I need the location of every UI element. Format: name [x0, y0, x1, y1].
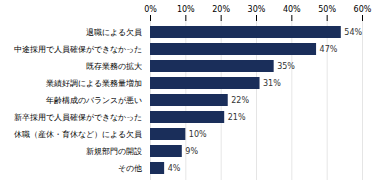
- svg-text:35%: 35%: [277, 62, 295, 71]
- svg-text:22%: 22%: [231, 96, 249, 105]
- svg-text:50%: 50%: [318, 5, 336, 14]
- svg-text:10%: 10%: [189, 130, 207, 139]
- svg-text:54%: 54%: [344, 28, 362, 37]
- svg-text:退職による欠員: 退職による欠員: [86, 28, 142, 37]
- svg-text:0%: 0%: [144, 5, 157, 14]
- svg-text:4%: 4%: [168, 164, 181, 173]
- svg-text:20%: 20%: [212, 5, 230, 14]
- svg-text:21%: 21%: [228, 113, 246, 122]
- svg-text:31%: 31%: [263, 79, 281, 88]
- svg-text:中途採用で人員確保ができなかった: 中途採用で人員確保ができなかった: [14, 45, 142, 54]
- svg-text:既存業務の拡大: 既存業務の拡大: [86, 62, 142, 71]
- svg-text:業績好調による業務量増加: 業績好調による業務量増加: [46, 79, 142, 88]
- svg-text:60%: 60%: [354, 5, 372, 14]
- svg-text:40%: 40%: [283, 5, 301, 14]
- svg-text:30%: 30%: [248, 5, 266, 14]
- svg-text:休職（産休・育休など）による欠員: 休職（産休・育休など）による欠員: [14, 130, 142, 139]
- svg-text:年齢構成のバランスが悪い: 年齢構成のバランスが悪い: [46, 96, 142, 105]
- svg-text:新規部門の開設: 新規部門の開設: [86, 147, 142, 156]
- svg-text:47%: 47%: [320, 45, 338, 54]
- svg-text:9%: 9%: [185, 147, 198, 156]
- svg-text:10%: 10%: [177, 5, 195, 14]
- svg-text:その他: その他: [118, 164, 142, 173]
- svg-text:新卒採用で人員確保ができなかった: 新卒採用で人員確保ができなかった: [14, 113, 142, 122]
